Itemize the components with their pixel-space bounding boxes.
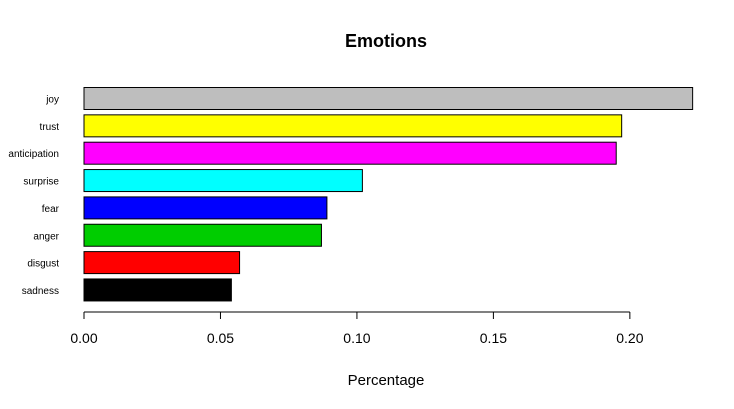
- bar-trust: [83, 114, 623, 138]
- x-tick-label-2: 0.10: [343, 330, 370, 346]
- category-label-sadness: sadness: [22, 286, 59, 297]
- category-label-fear: fear: [42, 204, 60, 215]
- bar-anger: [83, 223, 322, 247]
- bars-group: [83, 87, 694, 302]
- category-labels: joy trust anticipation surprise fear anger dis…: [8, 95, 59, 297]
- category-label-anger: anger: [33, 231, 59, 242]
- x-tick-label-0: 0.00: [70, 330, 97, 346]
- category-label-disgust: disgust: [27, 259, 59, 270]
- bar-disgust: [83, 251, 241, 275]
- category-label-trust: trust: [40, 122, 60, 133]
- bar-sadness: [83, 278, 232, 302]
- bar-fear: [83, 196, 328, 220]
- bar-anticipation: [83, 141, 617, 165]
- category-label-anticipation: anticipation: [8, 149, 59, 160]
- chart-title: Emotions: [345, 31, 427, 51]
- category-label-joy: joy: [45, 95, 59, 106]
- x-axis: 0.00 0.05 0.10 0.15 0.20: [70, 311, 644, 346]
- x-tick-label-4: 0.20: [616, 330, 643, 346]
- category-label-surprise: surprise: [23, 177, 59, 188]
- x-axis-label: Percentage: [348, 372, 425, 389]
- x-tick-label-3: 0.15: [480, 330, 507, 346]
- bar-surprise: [83, 169, 363, 193]
- x-tick-label-1: 0.05: [207, 330, 234, 346]
- bar-joy: [83, 87, 694, 110]
